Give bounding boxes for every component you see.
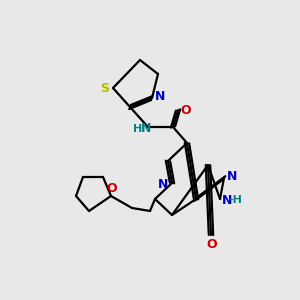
Text: O: O xyxy=(107,182,117,194)
Text: S: S xyxy=(100,82,109,94)
Text: N: N xyxy=(227,170,237,184)
Text: H: H xyxy=(134,124,142,134)
Text: O: O xyxy=(181,103,191,116)
Text: N: N xyxy=(222,194,232,206)
Text: N: N xyxy=(158,178,168,190)
Text: -H: -H xyxy=(228,195,242,205)
Text: N: N xyxy=(141,122,151,136)
Text: N: N xyxy=(155,91,165,103)
Text: O: O xyxy=(207,238,217,251)
